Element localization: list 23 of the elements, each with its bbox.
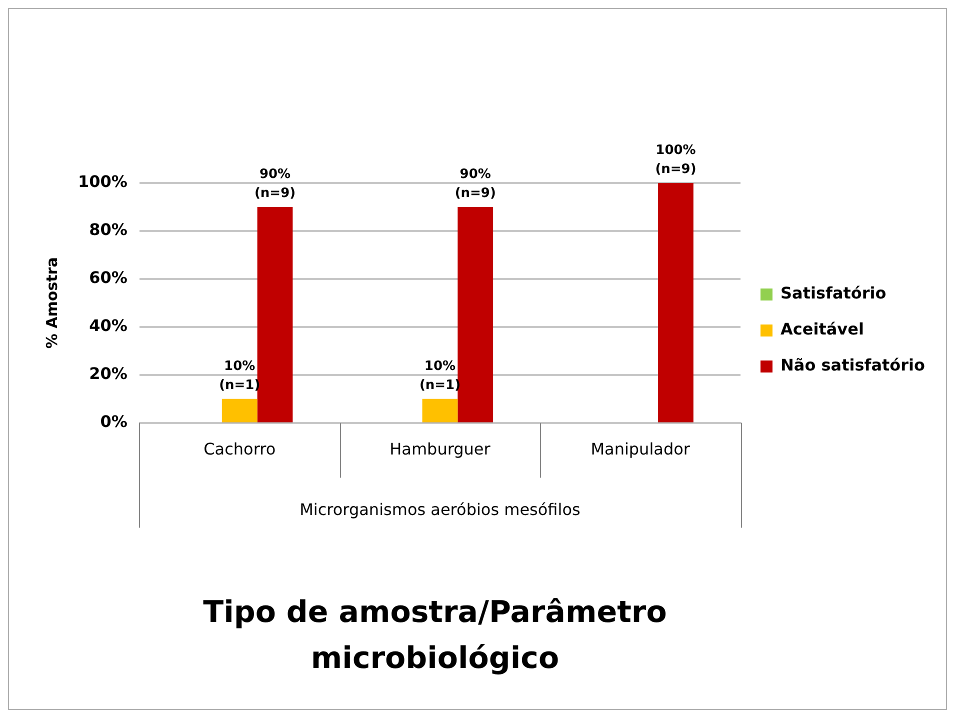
bar <box>257 206 293 422</box>
data-label: 100% (n=9) <box>655 143 696 177</box>
y-tick-label: 0% <box>100 412 128 431</box>
x-tick-label: Hamburguer <box>390 440 491 459</box>
legend-label: Não satisfatório <box>780 356 926 375</box>
bar <box>458 206 494 422</box>
y-tick-label: 60% <box>89 268 128 288</box>
bar <box>222 398 258 422</box>
y-axis-title: % Amostra <box>42 257 61 349</box>
y-tick-label: 80% <box>89 220 128 240</box>
bar <box>658 183 694 422</box>
x-tick-label: Manipulador <box>590 440 690 459</box>
y-tick-label: 40% <box>89 316 128 336</box>
bar <box>422 398 458 422</box>
x-axis-title: Tipo de amostra/Parâmetro microbiológico <box>202 594 668 678</box>
y-tick-label: 100% <box>78 172 128 192</box>
x-tick-label: Cachorro <box>204 440 276 459</box>
legend-label: Aceitável <box>780 320 864 339</box>
data-label: 90% (n=9) <box>254 166 296 201</box>
legend-label: Satisfatório <box>780 284 886 303</box>
data-label: 90% (n=9) <box>454 166 496 201</box>
y-tick-label: 20% <box>89 364 128 383</box>
text: Microrganismos aeróbios mesófilos <box>300 500 580 519</box>
